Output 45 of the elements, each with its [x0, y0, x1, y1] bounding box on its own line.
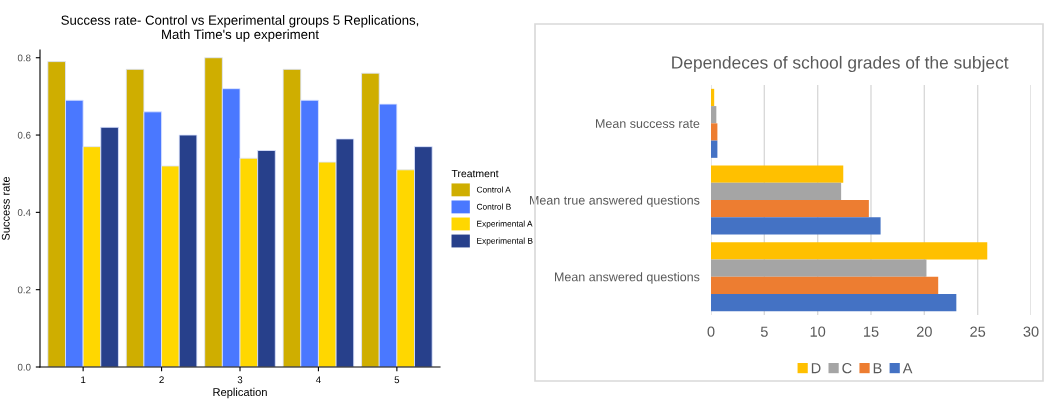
x-tick-label: 10	[810, 326, 826, 337]
x-tick-label: 25	[970, 326, 986, 337]
bar	[711, 140, 718, 158]
bar	[711, 200, 869, 218]
bar	[711, 106, 717, 124]
x-tick-label: 4	[315, 376, 321, 384]
legend-label: Control A	[476, 186, 511, 193]
y-tick-label: Mean success rate	[596, 119, 700, 128]
x-tick-label: 5	[760, 326, 768, 337]
bar	[711, 276, 939, 294]
y-tick-label: 0.6	[17, 131, 31, 139]
bar	[711, 182, 842, 200]
x-tick-label: 20	[916, 326, 932, 337]
bar	[711, 259, 927, 277]
x-tick-label: 15	[864, 326, 879, 337]
y-axis-title: Success rate	[1, 176, 10, 241]
bar	[711, 165, 844, 183]
y-tick-label: 0.0	[17, 363, 31, 371]
x-tick-label: 0	[707, 326, 715, 337]
legend-label: B	[873, 363, 882, 374]
x-tick-label: 3	[237, 376, 243, 384]
y-tick-label: 0.4	[17, 209, 31, 216]
x-tick-label: 1	[81, 376, 86, 384]
legend-label: Experimental B	[477, 237, 533, 246]
x-axis-title: Replication	[213, 387, 267, 399]
bar	[711, 217, 881, 235]
x-tick-label: 5	[394, 376, 400, 384]
legend-label: A	[902, 363, 913, 374]
y-tick-label: 0.2	[17, 286, 31, 294]
y-tick-label: 0.8	[17, 54, 31, 62]
legend-label: C	[842, 363, 852, 374]
y-tick-label: Mean true answered questions	[529, 195, 700, 208]
bar	[711, 242, 988, 260]
chart-title: Success rate- Control vs Experimental groups 5 Replications, Math Time's up experiment	[61, 15, 419, 42]
legend-label: Control B	[476, 203, 511, 210]
legend-label: D	[811, 363, 821, 374]
x-tick-label: 2	[159, 376, 164, 384]
legend-label: Experimental A	[477, 220, 533, 229]
bar	[711, 123, 718, 141]
bar	[711, 293, 957, 312]
x-tick-label: 30	[1023, 326, 1039, 337]
legend-title: Treatment	[451, 169, 499, 178]
y-tick-label: Mean answered questions	[555, 272, 700, 284]
bar	[711, 88, 715, 107]
chart-title: Dependeces of school grades of the subject	[672, 55, 1009, 73]
